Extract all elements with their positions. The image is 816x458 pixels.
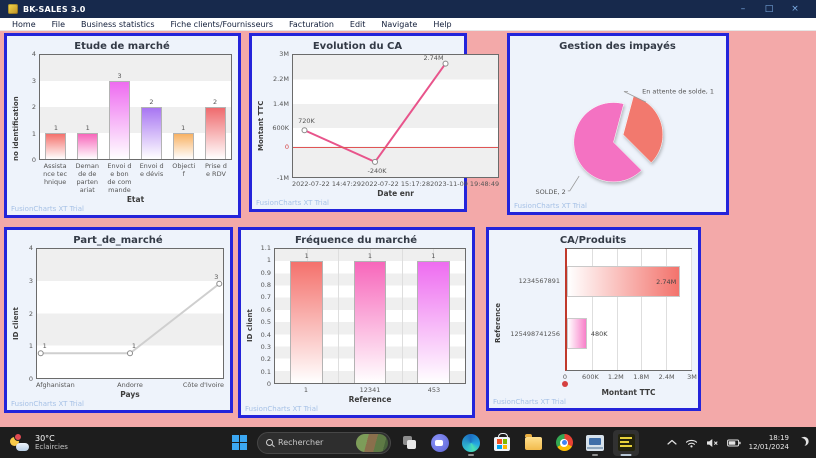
panel-ca-produits: CA/Produits Reference 1234567891 125498741… [486, 227, 701, 411]
app-blue-button[interactable] [582, 430, 608, 456]
menu-item-fiche-clients-fournisseurs[interactable]: Fiche clients/Fournisseurs [170, 19, 274, 29]
search-highlight-image[interactable] [356, 433, 388, 452]
minimize-button[interactable]: – [740, 4, 746, 14]
chat-icon [431, 433, 449, 452]
fusioncharts-watermark-link[interactable]: FusionCharts XT Trial [245, 405, 318, 413]
chat-button[interactable] [427, 430, 453, 456]
task-view-button[interactable] [396, 430, 422, 456]
bk-sales-taskbar-button[interactable] [613, 429, 639, 456]
fusioncharts-watermark-link[interactable]: FusionCharts XT Trial [493, 398, 566, 406]
weather-temperature: 30°C [35, 434, 55, 443]
weather-condition: Eclaircies [35, 443, 68, 451]
sun-icon [10, 436, 19, 446]
store-icon [494, 433, 510, 451]
app-icon [8, 4, 18, 14]
clock-date: 12/01/2024 [748, 442, 789, 451]
chart-canvas-evolution-du-ca[interactable]: Montant TTC 3M 2.2M 1.4M 600K 0 -1M 720K -240K 2.… [257, 50, 500, 198]
bk-sales-icon [617, 434, 635, 451]
fusioncharts-watermark-link[interactable]: FusionCharts XT Trial [514, 202, 587, 210]
tray-chevron-up-icon[interactable] [667, 439, 677, 446]
svg-text:SOLDE, 2: SOLDE, 2 [536, 188, 566, 196]
store-button[interactable] [489, 430, 515, 456]
chart-canvas-gestion-des-impayes[interactable]: En attente de solde, 1 SOLDE, 2 [515, 54, 720, 201]
start-button[interactable] [226, 430, 252, 456]
clock-time: 18:19 [768, 434, 789, 442]
search-icon [266, 439, 273, 446]
menu-item-home[interactable]: Home [12, 19, 36, 29]
search-box[interactable] [257, 431, 391, 454]
panel-evolution-du-ca: Evolution du CA Montant TTC 3M 2.2M 1.4M 600… [249, 33, 500, 212]
volume-muted-icon[interactable] [706, 438, 719, 448]
moon-icon[interactable] [796, 437, 806, 447]
menu-item-facturation[interactable]: Facturation [289, 19, 334, 29]
panel-gestion-des-impayes: Gestion des impayés En attente de solde,… [507, 33, 729, 215]
app-blue-icon [586, 434, 604, 451]
chart-title-frequence-du-marche: Fréquence du marché [295, 235, 417, 246]
edge-icon [462, 433, 480, 452]
chart-canvas-part-de-marche[interactable]: ID client 4 3 2 1 0 1 1 3 Afghanistan Andorre Côte … [12, 244, 225, 399]
windows-logo-icon [231, 435, 247, 450]
clock[interactable]: 18:19 12/01/2024 [749, 434, 789, 451]
panel-etude-de-marche: Etude de marché no identification 0 1 2 3 4 1 1… [4, 33, 241, 218]
title-bar[interactable]: BK-SALES 3.0 – □ × [0, 0, 816, 18]
taskbar: 30°C Eclaircies [0, 427, 816, 458]
fusioncharts-watermark-link[interactable]: FusionCharts XT Trial [256, 199, 329, 207]
chart-canvas-ca-produits[interactable]: Reference 1234567891 125498741256 2.74M 480K… [494, 248, 697, 397]
close-button[interactable]: × [791, 4, 799, 14]
menu-item-file[interactable]: File [51, 19, 66, 29]
menu-item-edit[interactable]: Edit [349, 19, 366, 29]
menu-item-help[interactable]: Help [433, 19, 452, 29]
chart-title-ca-produits: CA/Produits [559, 235, 627, 246]
weather-icon [10, 432, 29, 451]
dashboard: Etude de marché no identification 0 1 2 3 4 1 1… [0, 31, 816, 427]
chart-canvas-frequence-du-marche[interactable]: ID client 1.1 1 0.9 0.8 0.7 0.6 0.5 0.4 0.3 0.2 0.1… [246, 244, 466, 404]
wifi-icon[interactable] [685, 438, 698, 448]
svg-text:En attente de solde, 1: En attente de solde, 1 [642, 88, 714, 96]
chart-title-gestion-des-impayes: Gestion des impayés [559, 41, 676, 52]
menu-bar: Home File Business statistics Fiche clie… [0, 18, 816, 31]
folder-icon [524, 434, 542, 450]
window-title: BK-SALES 3.0 [23, 4, 86, 14]
chart-title-part-de-marche: Part_de_marché [73, 235, 163, 246]
weather-widget[interactable]: 30°C Eclaircies [0, 427, 78, 458]
cloud-icon [16, 442, 29, 451]
search-input[interactable] [278, 438, 351, 447]
battery-icon[interactable] [726, 439, 741, 447]
edge-button[interactable] [458, 430, 484, 456]
chart-title-evolution-du-ca: Evolution du CA [312, 41, 403, 52]
task-view-icon [402, 436, 416, 449]
menu-item-navigate[interactable]: Navigate [381, 19, 418, 29]
file-explorer-button[interactable] [520, 430, 546, 456]
maximize-button[interactable]: □ [764, 4, 774, 14]
chart-title-etude-de-marche: Etude de marché [74, 41, 170, 52]
fusioncharts-watermark-link[interactable]: FusionCharts XT Trial [11, 400, 84, 408]
panel-frequence-du-marche: Fréquence du marché ID client 1.1 1 0.9 0.8 0… [238, 227, 475, 418]
chrome-icon [555, 434, 573, 451]
chart-canvas-etude-de-marche[interactable]: no identification 0 1 2 3 4 1 1 3 2 1 2 Assistance t… [12, 50, 232, 204]
notification-badge [14, 432, 22, 441]
fusioncharts-watermark-link[interactable]: FusionCharts XT Trial [11, 205, 84, 213]
chrome-button[interactable] [551, 430, 577, 456]
panel-part-de-marche: Part_de_marché ID client 4 3 2 1 0 1 1 3 Afghanis… [4, 227, 233, 413]
menu-item-business-statistics[interactable]: Business statistics [81, 19, 155, 29]
